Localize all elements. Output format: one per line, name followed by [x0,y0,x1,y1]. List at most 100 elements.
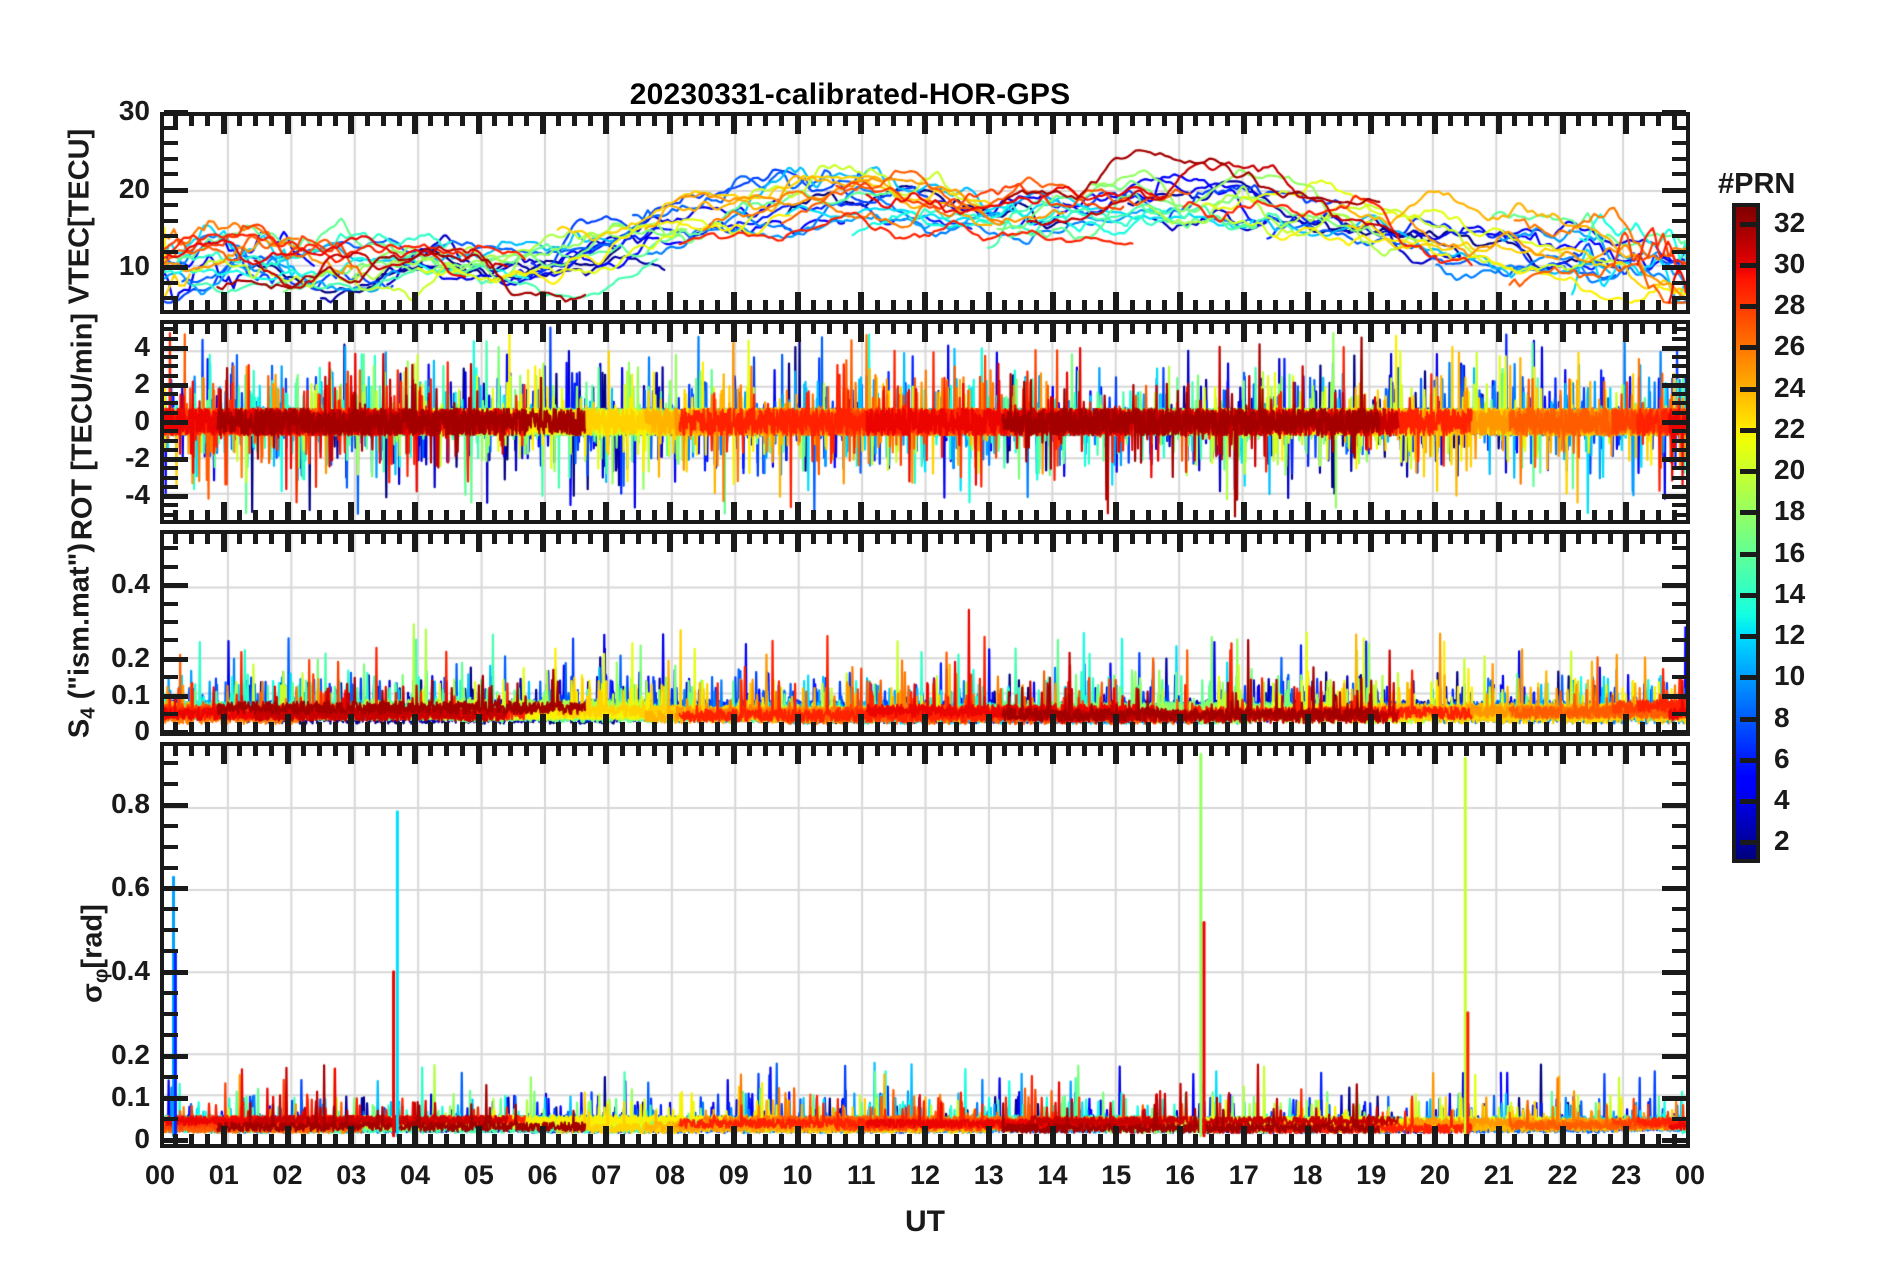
ytickmark-minor [164,886,178,891]
xtickmark [1304,502,1311,520]
xtickmark [1240,116,1247,134]
xtickmark [300,534,306,544]
xtickmark [539,1126,546,1144]
xtickmark [954,324,960,334]
xtickmark [651,510,657,520]
xtickmark [1065,324,1071,334]
xtickmark [220,746,227,764]
ytickmark-minor [1672,886,1686,891]
xtickmark [300,722,306,732]
xtickmark [1049,116,1056,134]
xtickmark [1129,324,1135,334]
xtickmark [1002,534,1008,544]
xtickmark [1607,534,1613,544]
xtick-11-11: 11 [846,1160,876,1190]
xtickmark [412,324,418,342]
xtickmark [1607,746,1613,756]
colorbar-tickmark [1740,386,1756,392]
xtick-12-12: 12 [909,1160,941,1190]
xtickmark [237,510,243,520]
xtickmark [205,746,211,756]
xtickmark [396,300,402,310]
xtickmark [220,324,227,342]
xtickmark [1336,722,1342,732]
xtickmark [970,116,976,126]
xtickmark [571,746,577,756]
xtickmark [906,746,912,756]
xtickmark [1081,722,1087,732]
xtickmark [603,714,610,732]
colorbar [1732,203,1760,863]
ytickmark-minor [1672,336,1686,341]
xtickmark [1240,502,1247,520]
panel-s4 [160,530,1690,736]
xtickmark [205,324,211,334]
xtickmark [1464,510,1470,520]
xtickmark [794,292,801,310]
xtickmark [1544,1134,1550,1144]
ytickmark-minor [164,1032,178,1037]
xtickmark [1591,722,1597,732]
xtickmark [508,324,514,334]
xtickmark [380,534,386,544]
xtickmark [475,1126,482,1144]
xtickmark [779,746,785,756]
xtickmark [348,502,355,520]
xtickmark [1273,324,1279,334]
xtickmark [364,324,370,334]
ytickmark-minor [1672,327,1686,332]
xtickmark [1273,300,1279,310]
xtickmark [1352,300,1358,310]
xtickmark [428,534,434,544]
xtickmark [1113,324,1120,342]
xtickmark [1480,510,1486,520]
xtickmark [1432,714,1438,732]
xtickmark [1607,300,1613,310]
xtickmark [1161,746,1167,756]
xtickmark [1512,1134,1518,1144]
xtickmark [396,116,402,126]
xtickmark [1193,746,1199,756]
xtickmark [1623,292,1630,310]
ytickmark-minor [1672,494,1686,499]
xtick-00-24: 00 [1674,1160,1706,1190]
xtickmark [1209,300,1215,310]
xtickmark [1671,510,1677,520]
xtickmark [699,746,705,756]
xtickmark [635,534,641,544]
xtickmark [1320,1134,1326,1144]
xtickmark [587,324,593,334]
xtickmark [1336,1134,1342,1144]
xtickmark [316,1134,322,1144]
xtickmark [253,722,259,732]
colorbar-tickmark [1740,799,1756,805]
xtickmark [571,1134,577,1144]
colorbar-tick-22: 22 [1774,412,1806,444]
xtickmark [1559,502,1566,520]
xtickmark [1432,116,1438,134]
colorbar-tickmark [1740,675,1756,681]
xtickmark [587,746,593,756]
xtickmark [651,746,657,756]
xtickmark [763,746,769,756]
xtickmark [1320,722,1326,732]
xtickmark [1639,534,1645,544]
xtickmark [173,324,179,334]
xtickmark [619,534,625,544]
xtickmark [1161,324,1167,334]
xtickmark [1512,324,1518,334]
xtickmark [316,746,322,756]
xtickmark [189,510,195,520]
ytickmark-minor [164,1074,178,1079]
colorbar-tickmark [1740,345,1756,351]
ytickmark-minor [164,296,178,301]
ytickmark-minor [164,564,178,569]
xtickmark [1480,746,1486,756]
ytickmark-minor [164,392,178,397]
xtickmark [1209,534,1215,544]
xtickmark [842,1134,848,1144]
colorbar-tick-20: 20 [1774,454,1806,486]
xtickmark [555,300,561,310]
xtickmark [1065,722,1071,732]
xtickmark [284,714,291,732]
